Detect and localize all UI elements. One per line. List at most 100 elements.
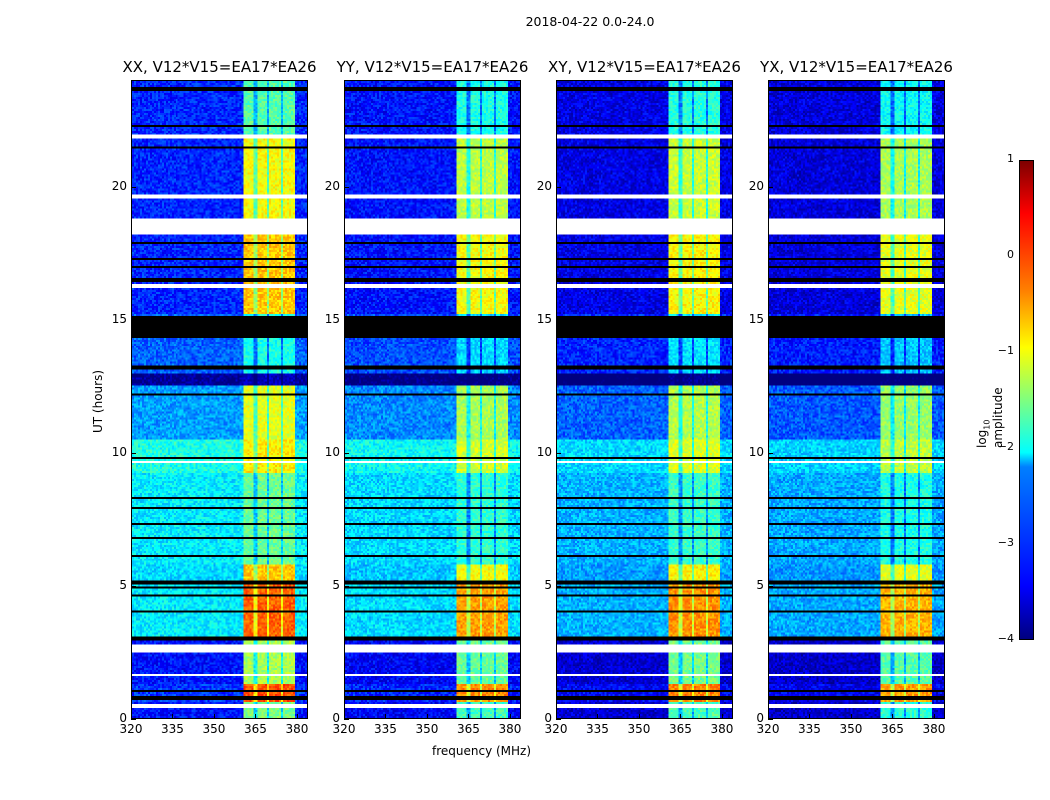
x-tick-label: 350: [415, 722, 439, 736]
colorbar: [1019, 160, 1034, 640]
x-tick-label: 380: [498, 722, 522, 736]
x-tick-label: 380: [922, 722, 946, 736]
y-tick-mark: [344, 452, 349, 454]
x-tick-mark: [131, 714, 132, 719]
panel-title: YY, V12*V15=EA17*EA26: [336, 58, 529, 76]
y-tick-mark: [556, 719, 561, 720]
y-tick-label: 10: [748, 444, 764, 459]
y-tick-label: 5: [544, 577, 552, 592]
x-tick-label: 320: [119, 722, 143, 736]
x-tick-mark: [933, 714, 935, 719]
heatmap-panel-3: [768, 80, 945, 719]
x-tick-label: 335: [374, 722, 397, 736]
y-tick-label: 15: [748, 311, 764, 326]
colorbar-tick-label: −3: [997, 536, 1014, 549]
y-tick-mark: [131, 719, 136, 720]
y-tick-label: 15: [324, 311, 340, 326]
x-tick-label: 335: [586, 722, 609, 736]
x-tick-mark: [850, 714, 852, 719]
heatmap-panel-0: [131, 80, 308, 719]
y-tick-mark: [131, 186, 136, 188]
y-tick-label: 0: [119, 711, 127, 725]
heatmap-canvas: [769, 81, 944, 718]
x-tick-mark: [721, 714, 723, 719]
y-tick-mark: [556, 319, 561, 321]
y-tick-label: 0: [332, 711, 340, 725]
x-tick-mark: [213, 714, 215, 719]
y-tick-mark: [131, 319, 136, 321]
heatmap-panel-2: [556, 80, 733, 719]
y-tick-mark: [556, 585, 561, 587]
panel-title: XY, V12*V15=EA17*EA26: [548, 58, 741, 76]
y-tick-label: 10: [536, 444, 552, 459]
heatmap-canvas: [132, 81, 307, 718]
x-tick-label: 350: [627, 722, 651, 736]
y-tick-label: 0: [756, 711, 764, 725]
colorbar-label: log10 amplitude: [975, 373, 1005, 448]
x-tick-mark: [597, 714, 599, 719]
y-tick-mark: [131, 585, 136, 587]
panel-title: YX, V12*V15=EA17*EA26: [760, 58, 953, 76]
x-tick-label: 380: [285, 722, 309, 736]
x-tick-mark: [385, 714, 387, 719]
y-tick-label: 20: [748, 178, 764, 193]
x-tick-mark: [426, 714, 428, 719]
x-tick-mark: [255, 714, 257, 719]
x-tick-label: 380: [710, 722, 734, 736]
x-tick-label: 365: [244, 722, 267, 736]
y-tick-mark: [768, 452, 773, 454]
y-tick-label: 20: [324, 178, 340, 193]
y-tick-mark: [556, 452, 561, 454]
y-tick-label: 5: [119, 577, 127, 592]
x-tick-label: 365: [457, 722, 480, 736]
y-tick-label: 5: [756, 577, 764, 592]
heatmap-panel-1: [344, 80, 521, 719]
y-tick-mark: [344, 319, 349, 321]
heatmap-canvas: [557, 81, 732, 718]
colorbar-label-sub: 10: [982, 419, 992, 430]
x-tick-label: 320: [544, 722, 568, 736]
colorbar-tick-label: −1: [997, 344, 1014, 357]
x-axis-label: frequency (MHz): [432, 744, 532, 758]
y-tick-label: 10: [111, 444, 127, 459]
colorbar-tick-label: 0: [1007, 248, 1014, 261]
x-tick-label: 335: [161, 722, 184, 736]
colorbar-tick-label: 1: [1007, 152, 1014, 165]
x-tick-mark: [468, 714, 470, 719]
x-tick-mark: [556, 714, 557, 719]
colorbar-tick-label: −4: [997, 632, 1014, 645]
x-tick-label: 320: [756, 722, 780, 736]
y-tick-mark: [768, 186, 773, 188]
y-tick-label: 15: [111, 311, 127, 326]
y-tick-label: 20: [111, 178, 127, 193]
y-tick-mark: [344, 585, 349, 587]
panel-title: XX, V12*V15=EA17*EA26: [122, 58, 317, 76]
x-tick-mark: [638, 714, 640, 719]
y-tick-label: 15: [536, 311, 552, 326]
x-tick-mark: [809, 714, 811, 719]
y-tick-label: 10: [324, 444, 340, 459]
x-tick-mark: [296, 714, 298, 719]
y-tick-mark: [768, 585, 773, 587]
x-tick-label: 350: [839, 722, 863, 736]
colorbar-label-rest: amplitude: [991, 387, 1006, 448]
heatmap-canvas: [345, 81, 520, 718]
x-tick-mark: [892, 714, 894, 719]
x-tick-label: 350: [202, 722, 226, 736]
y-tick-mark: [131, 452, 136, 454]
x-tick-mark: [768, 714, 769, 719]
y-tick-label: 0: [544, 711, 552, 725]
y-tick-label: 5: [332, 577, 340, 592]
y-tick-mark: [344, 719, 349, 720]
x-tick-label: 335: [798, 722, 821, 736]
x-tick-label: 320: [332, 722, 356, 736]
x-tick-mark: [344, 714, 345, 719]
colorbar-tick-label: −2: [997, 440, 1014, 453]
y-tick-mark: [344, 186, 349, 188]
y-tick-mark: [556, 186, 561, 188]
x-tick-label: 365: [881, 722, 904, 736]
y-tick-label: 20: [536, 178, 552, 193]
figure-title: 2018-04-22 0.0-24.0: [525, 14, 655, 29]
y-tick-mark: [768, 719, 773, 720]
